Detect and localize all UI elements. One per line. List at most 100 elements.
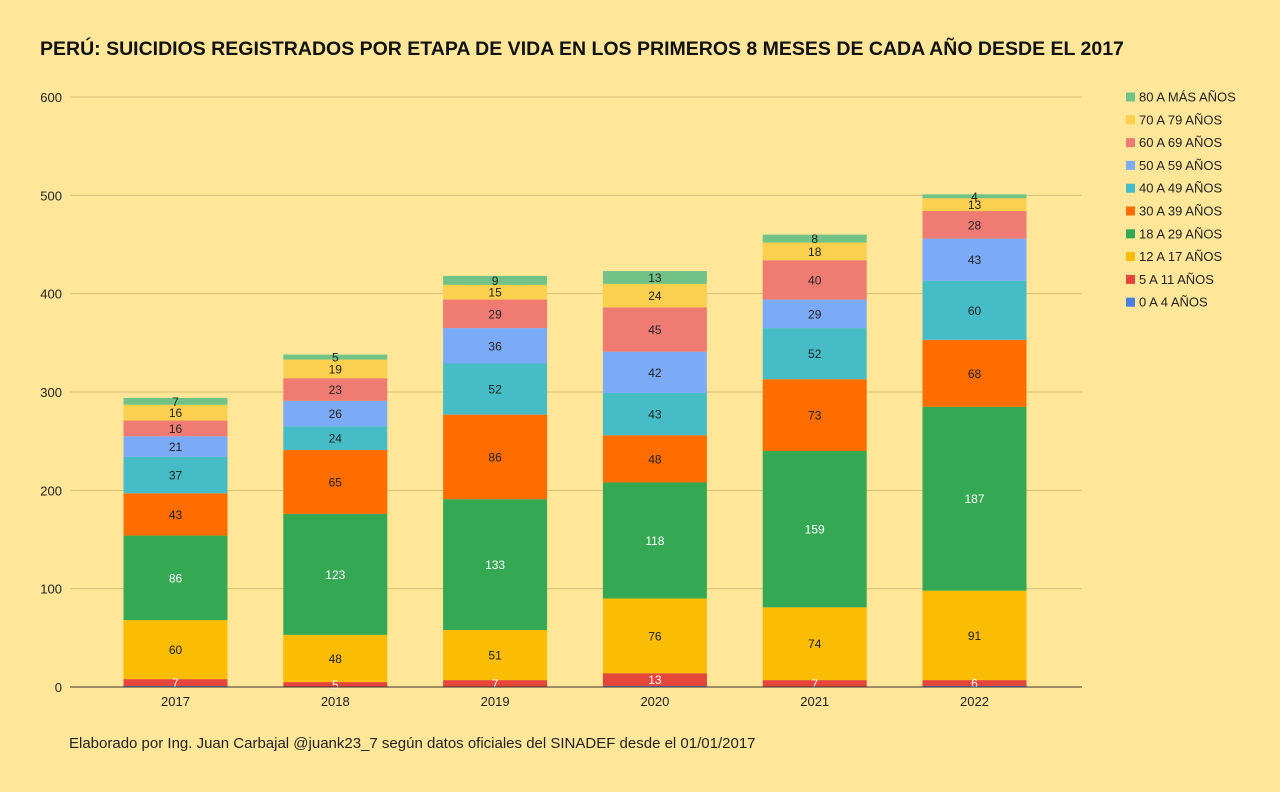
y-tick-label: 0 (55, 680, 62, 695)
legend-item[interactable]: 5 A 11 AÑOS (1126, 272, 1214, 287)
data-label: 118 (645, 534, 664, 548)
bar-segment[interactable] (602, 482, 707, 599)
bar-segment[interactable] (762, 234, 867, 243)
data-label: 74 (808, 637, 822, 651)
data-label: 6 (971, 677, 978, 691)
axes: 0 100 200 300 400 500 600 2017 2018 2019 2020 2021 2… (40, 90, 1082, 709)
legend-item[interactable]: 12 A 17 AÑOS (1126, 249, 1222, 264)
bar-segment[interactable] (283, 450, 388, 514)
bar-segment[interactable] (443, 363, 548, 415)
bar-segment[interactable] (762, 379, 867, 451)
data-label: 5 (332, 678, 339, 692)
legend-label: 50 A 59 AÑOS (1139, 158, 1222, 173)
bar-segment[interactable] (922, 406, 1027, 591)
bar-segment[interactable] (123, 620, 228, 680)
y-tick-label: 200 (40, 483, 62, 498)
bar-segment[interactable] (602, 435, 707, 483)
bar-segment[interactable] (443, 414, 548, 500)
bar-segment[interactable] (762, 260, 867, 300)
bar-segment[interactable] (762, 242, 867, 261)
bar-segment[interactable] (123, 436, 228, 457)
bar-segment[interactable] (602, 307, 707, 352)
bar-segment[interactable] (922, 238, 1027, 281)
bar-segment[interactable] (762, 451, 867, 608)
bar-segment[interactable] (283, 400, 388, 427)
data-label: 52 (488, 383, 502, 397)
legend-item[interactable]: 50 A 59 AÑOS (1126, 158, 1222, 173)
legend-label: 5 A 11 AÑOS (1139, 272, 1214, 287)
data-label: 8 (811, 232, 818, 246)
x-tick-label: 2017 (161, 694, 190, 709)
data-label: 21 (169, 440, 183, 454)
data-label: 68 (968, 367, 982, 381)
legend-swatch (1126, 206, 1135, 216)
bar-segment[interactable] (123, 493, 228, 536)
y-tick-label: 400 (40, 287, 62, 302)
bar-segment[interactable] (283, 426, 388, 451)
bar-segment[interactable] (602, 598, 707, 674)
bar-segment[interactable] (443, 284, 548, 300)
data-label: 23 (329, 383, 343, 397)
legend-item[interactable]: 18 A 29 AÑOS (1126, 226, 1222, 241)
bar-segment[interactable] (443, 299, 548, 329)
legend-item[interactable]: 40 A 49 AÑOS (1126, 181, 1222, 196)
legend-label: 70 A 79 AÑOS (1139, 112, 1222, 127)
data-label: 7 (172, 395, 179, 409)
bar-segment[interactable] (762, 328, 867, 380)
data-label: 16 (169, 422, 183, 436)
bar-segment[interactable] (602, 392, 707, 436)
bar-segment[interactable] (922, 590, 1027, 681)
data-label: 24 (329, 432, 343, 446)
x-tick-label: 2018 (321, 694, 350, 709)
data-label: 48 (648, 452, 662, 466)
legend[interactable]: 80 A MÁS AÑOS 70 A 79 AÑOS 60 A 69 AÑOS 50 … (1126, 90, 1236, 310)
bar-segment[interactable] (443, 680, 548, 687)
bar-segment[interactable] (283, 359, 388, 379)
bar-segment[interactable] (443, 629, 548, 681)
legend-item[interactable]: 60 A 69 AÑOS (1126, 135, 1222, 150)
legend-label: 30 A 39 AÑOS (1139, 204, 1222, 219)
bar-segment[interactable] (123, 397, 228, 405)
bar-segment[interactable] (602, 351, 707, 393)
data-label: 86 (169, 571, 183, 585)
bar-segment[interactable] (922, 680, 1027, 687)
data-label: 7 (172, 676, 179, 690)
bar-segment[interactable] (762, 299, 867, 329)
legend-swatch (1126, 297, 1135, 307)
legend-item[interactable]: 0 A 4 AÑOS (1126, 295, 1208, 310)
bar-segment[interactable] (922, 194, 1027, 199)
legend-label: 80 A MÁS AÑOS (1139, 90, 1236, 105)
bar-segment[interactable] (762, 680, 867, 687)
bar-segment[interactable] (123, 679, 228, 687)
gridlines (70, 96, 1082, 590)
legend-item[interactable]: 30 A 39 AÑOS (1126, 204, 1222, 219)
bar-segment[interactable] (283, 634, 388, 683)
data-label: 187 (964, 492, 984, 506)
bar-segment[interactable] (922, 339, 1027, 407)
bar-segment[interactable] (123, 535, 228, 621)
bar-segment[interactable] (922, 211, 1027, 239)
bar-segment[interactable] (443, 275, 548, 285)
bar-segment[interactable] (922, 198, 1027, 212)
legend-swatch (1126, 183, 1135, 193)
legend-swatch (1126, 274, 1135, 284)
bar-segment[interactable] (123, 404, 228, 421)
bar-segment[interactable] (283, 354, 388, 360)
bar-segment[interactable] (602, 271, 707, 284)
data-label: 43 (968, 253, 982, 267)
bar-segment[interactable] (123, 456, 228, 494)
bar-segment[interactable] (283, 378, 388, 401)
legend-item[interactable]: 80 A MÁS AÑOS (1126, 90, 1236, 105)
bar-segment[interactable] (123, 420, 228, 437)
legend-item[interactable]: 70 A 79 AÑOS (1126, 112, 1222, 127)
bar-segment[interactable] (443, 499, 548, 630)
bar-segment[interactable] (602, 673, 707, 687)
bar-segment[interactable] (602, 283, 707, 308)
bar-segment[interactable] (762, 607, 867, 681)
bar-segment[interactable] (283, 513, 388, 635)
bar-segment[interactable] (283, 682, 388, 687)
bar-segment[interactable] (443, 328, 548, 364)
data-label: 9 (492, 274, 499, 288)
bar-segment[interactable] (922, 280, 1027, 340)
